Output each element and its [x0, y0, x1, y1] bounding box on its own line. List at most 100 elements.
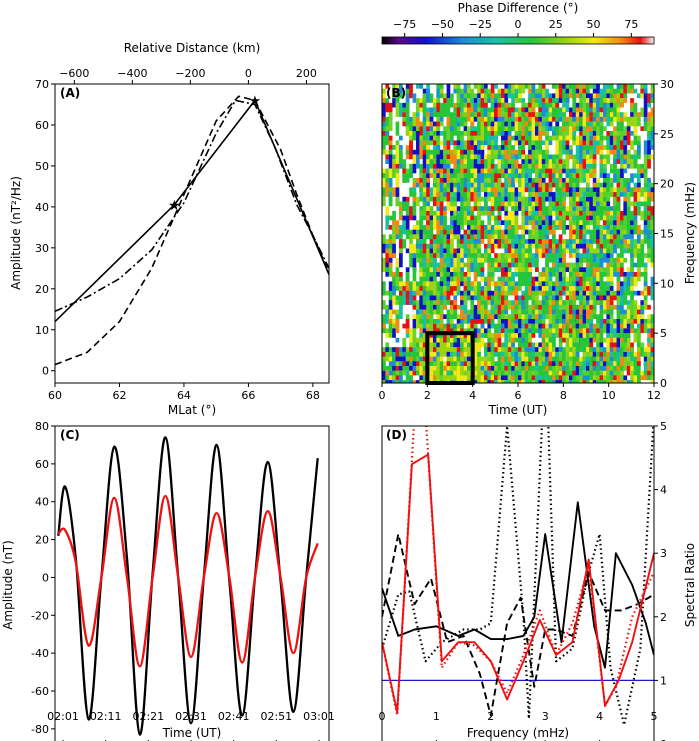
panel-b-heatmap-cell — [514, 328, 519, 338]
panel-b-heatmap-cell — [450, 375, 454, 383]
panel-b-heatmap-cell — [545, 145, 549, 150]
panel-b-heatmap-cell — [565, 243, 570, 249]
panel-b-heatmap-cell — [429, 366, 434, 371]
panel-b-heatmap-cell — [487, 328, 492, 334]
panel-b-heatmap-cell — [538, 351, 543, 357]
panel-b-heatmap-cell — [623, 135, 628, 141]
panel-b-heatmap-cell — [453, 253, 458, 258]
panel-b-heatmap-cell — [531, 201, 536, 207]
panel-b-heatmap-cell — [555, 248, 560, 254]
panel-b-heatmap-cell — [599, 112, 604, 122]
panel-b-heatmap-cell — [630, 234, 634, 240]
panel-b-heatmap-cell — [558, 234, 563, 244]
panel-b-heatmap-cell — [626, 351, 631, 362]
panel-b-heatmap-cell — [538, 290, 543, 296]
panel-b-heatmap-cell — [603, 286, 607, 301]
panel-b-heatmap-cell — [633, 290, 638, 296]
panel-b-heatmap-cell — [422, 351, 427, 362]
panel-b-heatmap-cell — [582, 314, 587, 324]
panel-b-heatmap-cell — [385, 351, 390, 357]
panel-b-xtick-label: 8 — [560, 389, 567, 402]
panel-b-heatmap-cell — [426, 220, 430, 225]
panel-b-heatmap-cell — [392, 225, 396, 240]
panel-b-heatmap-cell — [514, 98, 519, 103]
panel-b-heatmap-cell — [399, 356, 403, 362]
panel-c-xtick-label: 02:11 — [90, 710, 122, 723]
panel-b-heatmap-cell — [592, 196, 597, 202]
panel-a-ylabel: Amplitude (nT²/Hz) — [9, 176, 23, 290]
panel-b-heatmap-cell — [538, 112, 543, 122]
panel-b-heatmap-cell — [555, 131, 560, 136]
panel-b-heatmap-cell — [562, 337, 566, 343]
panel-b-heatmap-cell — [405, 300, 410, 305]
panel-b-heatmap-cell — [613, 323, 617, 329]
panel-b-heatmap-cell — [484, 380, 488, 383]
panel-b-heatmap-cell — [412, 192, 417, 197]
panel-b-heatmap-cell — [630, 187, 634, 197]
panel-b-heatmap-cell — [504, 239, 509, 244]
panel-b-heatmap-cell — [405, 290, 410, 301]
panel-b-heatmap-cell — [477, 135, 481, 141]
panel-b-heatmap-cell — [565, 314, 570, 319]
panel-b-heatmap-cell — [395, 178, 400, 188]
panel-b-heatmap-cell — [599, 126, 604, 136]
panel-b-heatmap-cell — [531, 239, 536, 244]
panel-b-heatmap-cell — [443, 93, 447, 99]
panel-b-heatmap-cell — [429, 173, 434, 178]
panel-b-heatmap-cell — [518, 116, 522, 122]
panel-b-heatmap-cell — [443, 314, 447, 319]
panel-b-heatmap-cell — [392, 295, 396, 305]
panel-b-heatmap-cell — [528, 380, 532, 383]
panel-b-heatmap-cell — [450, 225, 454, 230]
panel-b-heatmap-cell — [487, 375, 492, 383]
panel-b-heatmap-cell — [538, 342, 543, 348]
panel-b-heatmap-cell — [603, 112, 607, 122]
panel-b-heatmap-cell — [633, 262, 638, 268]
panel-b-heatmap-cell — [579, 225, 583, 230]
panel-b-heatmap-cell — [501, 253, 505, 263]
panel-b-heatmap-cell — [385, 206, 390, 216]
panel-b-heatmap-cell — [392, 98, 396, 108]
panel-b-heatmap-cell — [433, 210, 437, 216]
panel-b-heatmap-cell — [477, 126, 481, 131]
panel-b-heatmap-cell — [501, 182, 505, 188]
panel-b-heatmap-cell — [494, 154, 498, 160]
panel-b-heatmap-cell — [637, 187, 641, 197]
panel-b-heatmap-cell — [487, 126, 492, 131]
panel-b-heatmap-cell — [388, 366, 393, 371]
panel-b-heatmap-cell — [555, 304, 560, 310]
panel-b-heatmap-cell — [555, 380, 560, 383]
panel-b-heatmap-cell — [480, 328, 485, 338]
panel-b-heatmap-cell — [565, 163, 570, 169]
panel-c-ytick-label: -80 — [31, 723, 49, 736]
panel-b-heatmap-cell — [470, 243, 475, 258]
panel-b-heatmap-cell — [480, 225, 485, 235]
panel-b-heatmap-cell — [586, 347, 590, 352]
panel-a-top-tick-label: 200 — [296, 67, 317, 80]
panel-b-heatmap-cell — [565, 192, 570, 197]
panel-b-heatmap-cell — [501, 220, 505, 225]
panel-b-heatmap-cell — [633, 351, 638, 357]
panel-b-heatmap-cell — [419, 309, 424, 315]
panel-b-heatmap-cell — [552, 239, 556, 244]
panel-b-heatmap-cell — [382, 102, 386, 117]
panel-b-heatmap-cell — [477, 102, 481, 108]
panel-b-heatmap-cell — [487, 168, 492, 174]
panel-b-heatmap-cell — [558, 210, 563, 221]
panel-b-heatmap-cell — [558, 243, 563, 249]
panel-b-heatmap-cell — [582, 257, 587, 263]
panel-b-heatmap-cell — [558, 366, 563, 371]
panel-b-heatmap-cell — [507, 356, 512, 362]
panel-b-heatmap-cell — [473, 112, 478, 122]
panel-b-heatmap-cell — [569, 337, 573, 352]
panel-b-heatmap-cell — [504, 159, 509, 174]
panel-b-heatmap-cell — [623, 248, 628, 254]
panel-b-heatmap-cell — [548, 253, 553, 263]
panel-b-heatmap-cell — [501, 107, 505, 122]
panel-b-heatmap-cell — [650, 206, 654, 216]
panel-b-heatmap-cell — [626, 333, 631, 338]
panel-b-heatmap-cell — [429, 333, 434, 338]
panel-b-heatmap-cell — [480, 98, 485, 113]
panel-b-heatmap-cell — [484, 88, 488, 99]
panel-b-heatmap-cell — [480, 309, 485, 319]
